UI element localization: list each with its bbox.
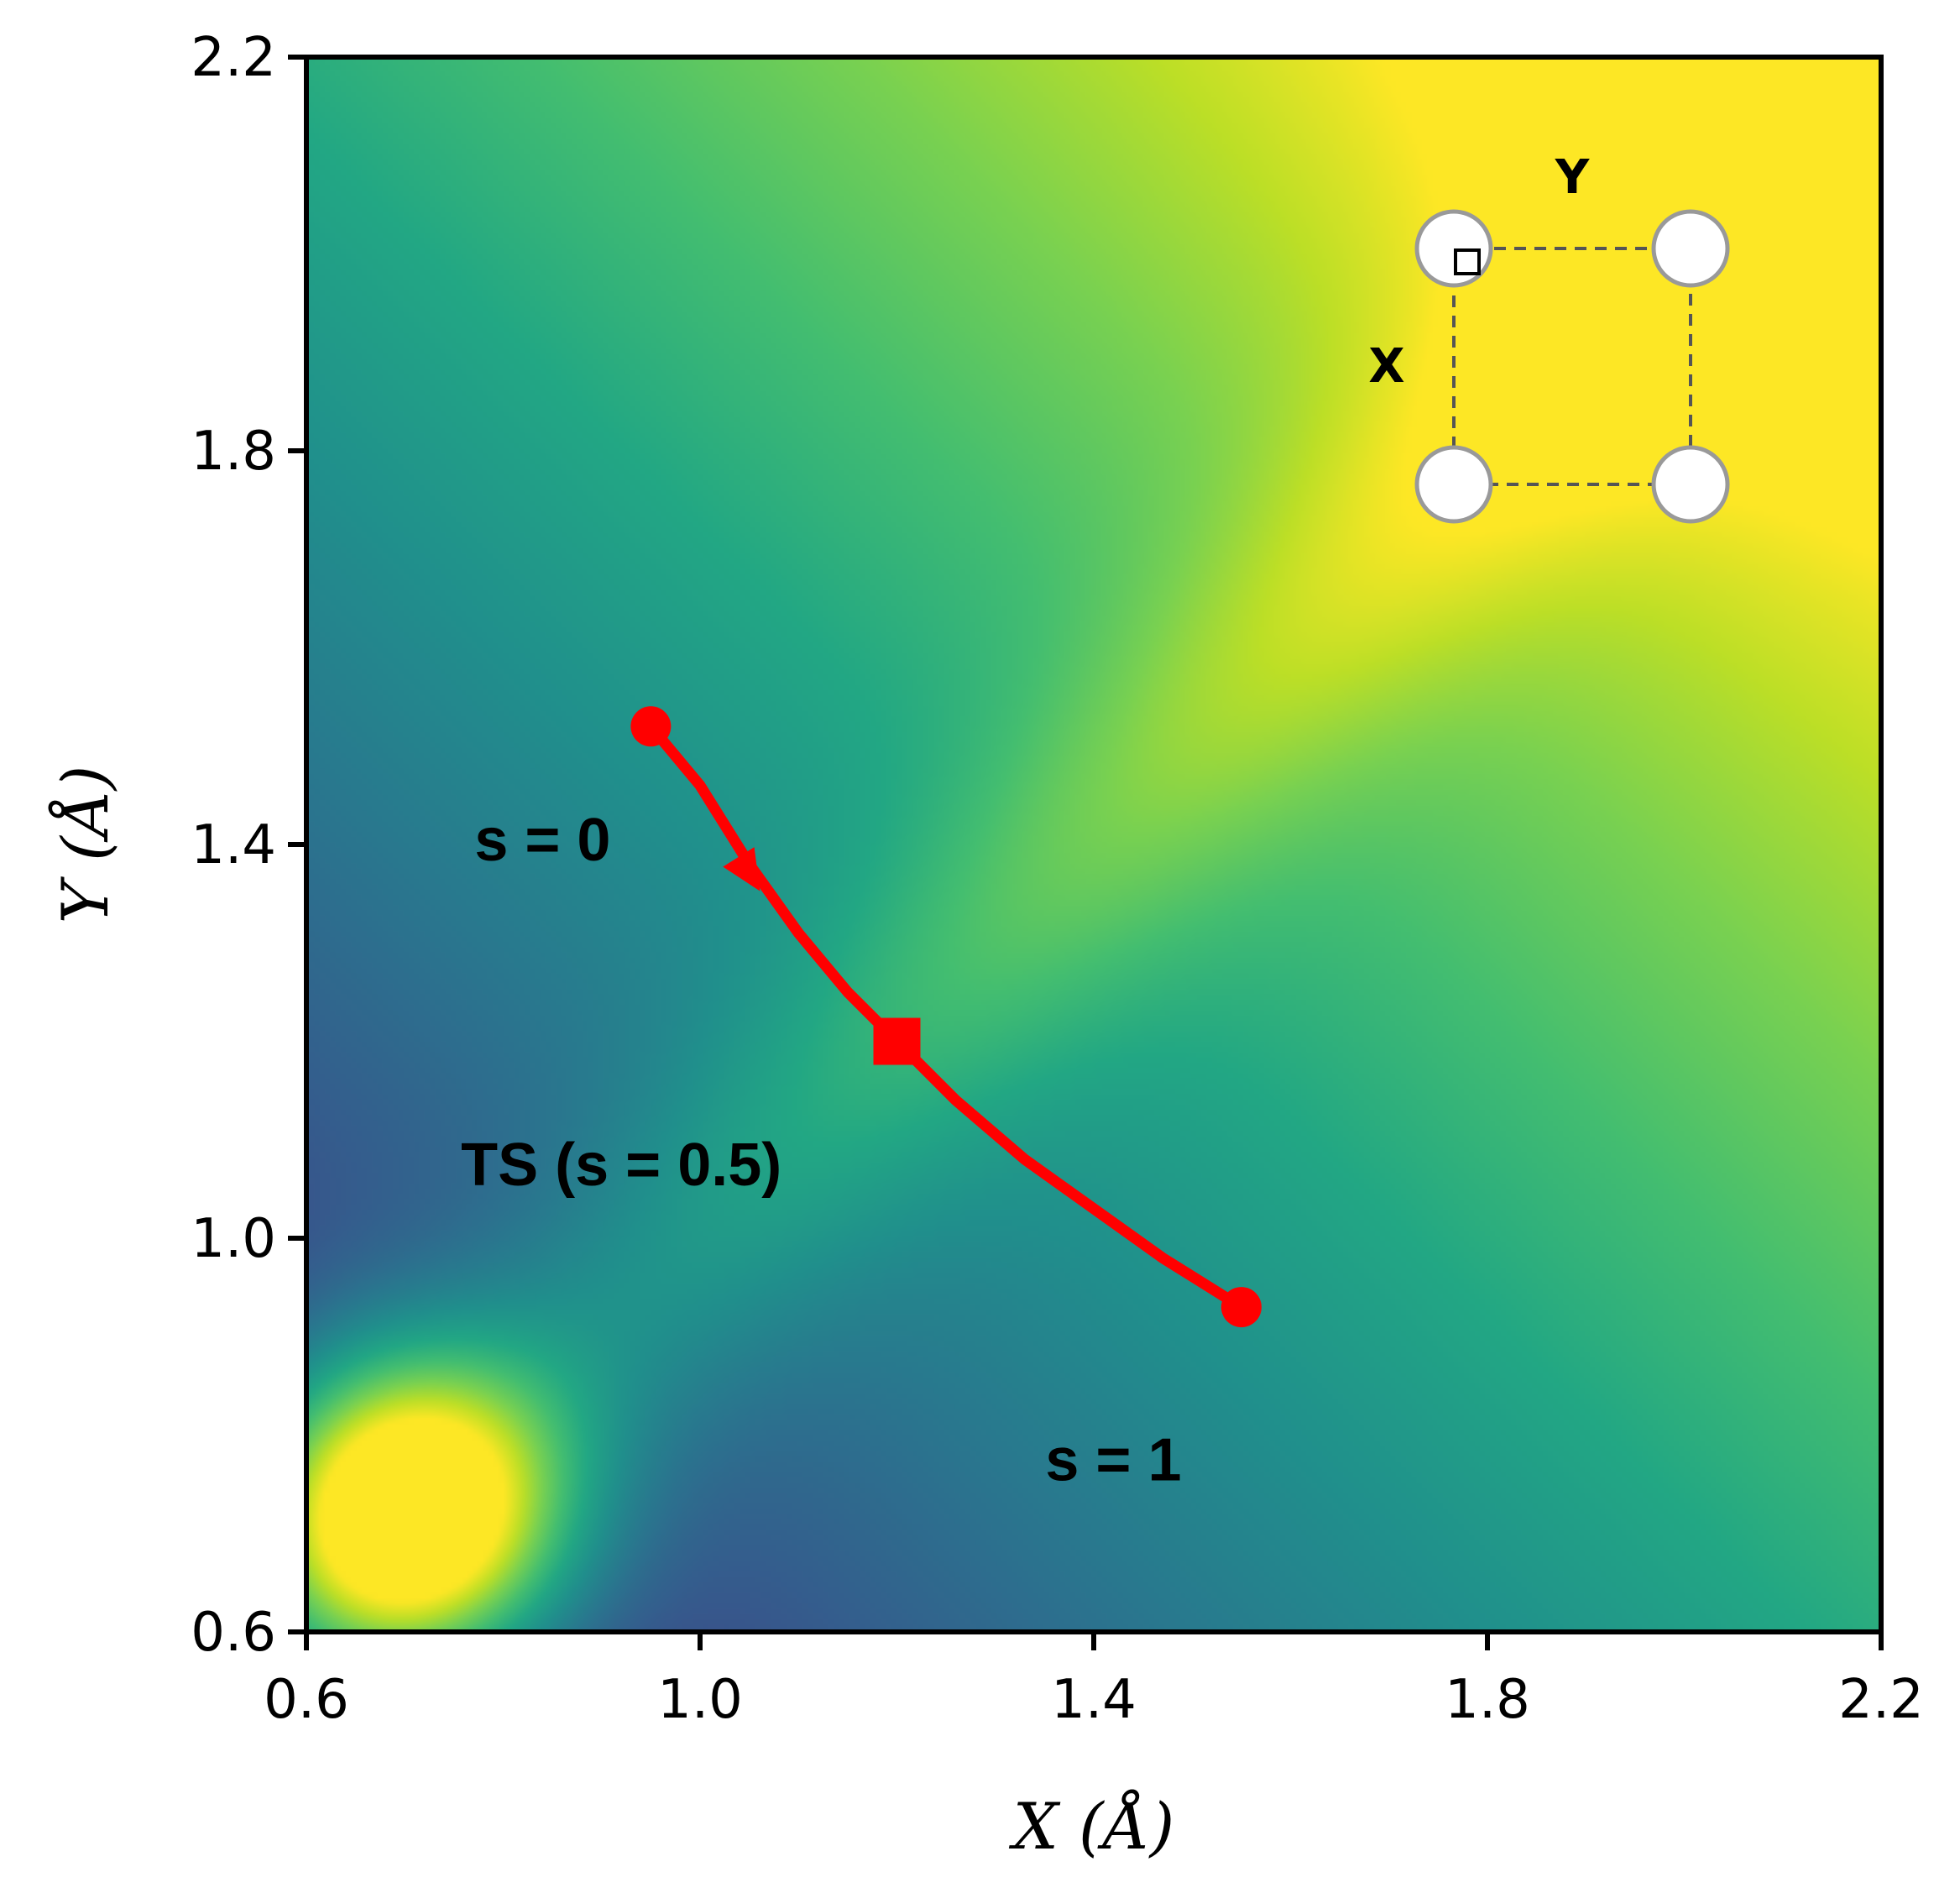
y-tick-label: 1.8	[191, 421, 276, 483]
x-tick-label: 0.6	[264, 1669, 349, 1731]
y-tick-label: 1.4	[191, 814, 276, 876]
transition-state-marker	[873, 1017, 921, 1065]
y-tick-label: 1.0	[191, 1208, 276, 1270]
inset-atom-top-right	[1651, 209, 1730, 288]
x-axis-label: X (Å)	[1009, 1788, 1174, 1864]
inset-atom-bottom-left	[1414, 445, 1493, 524]
inset-right-angle-marker	[1454, 248, 1481, 275]
inset-label-x: X	[1368, 339, 1404, 394]
x-tick-label: 1.8	[1445, 1669, 1530, 1731]
x-tick-label: 1.0	[657, 1669, 743, 1731]
inset-schematic: Y X	[1368, 150, 1730, 524]
path-end-point	[1220, 1287, 1262, 1328]
heatmap-image	[306, 57, 1881, 1632]
inset-atom-bottom-right	[1651, 445, 1730, 524]
y-axis-label: Y (Å)	[47, 766, 123, 924]
x-tick-label: 2.2	[1838, 1669, 1924, 1731]
inset-label-y: Y	[1555, 150, 1591, 205]
annotation-ts: TS (s = 0.5)	[461, 1132, 781, 1199]
annotation-s0: s = 0	[474, 807, 610, 874]
inset-dashed-square	[1452, 247, 1692, 486]
heatmap-surface	[306, 57, 1881, 1632]
annotation-s1: s = 1	[1045, 1427, 1181, 1494]
y-axis: 0.6 1.0 1.4 1.8 2.2	[191, 27, 306, 1664]
path-start-point	[630, 706, 672, 747]
x-tick-label: 1.4	[1051, 1669, 1137, 1731]
x-axis: 0.6 1.0 1.4 1.8 2.2	[264, 1632, 1924, 1731]
y-tick-label: 2.2	[191, 27, 276, 89]
path-arrow-marker	[723, 847, 760, 892]
reaction-path	[630, 706, 1262, 1328]
y-tick-label: 0.6	[191, 1602, 276, 1664]
